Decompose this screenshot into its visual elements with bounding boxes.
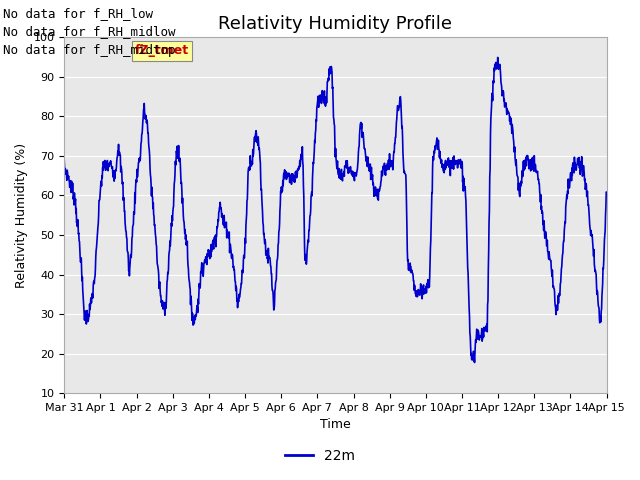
Text: No data for f_RH_low: No data for f_RH_low: [3, 7, 153, 20]
Legend: 22m: 22m: [280, 443, 360, 468]
X-axis label: Time: Time: [320, 419, 351, 432]
Title: Relativity Humidity Profile: Relativity Humidity Profile: [218, 15, 452, 33]
Y-axis label: Relativity Humidity (%): Relativity Humidity (%): [15, 143, 28, 288]
Text: fZ_tmet: fZ_tmet: [135, 45, 189, 58]
Text: No data for f_RH_midtop: No data for f_RH_midtop: [3, 44, 176, 57]
Text: No data for f_RH_midlow: No data for f_RH_midlow: [3, 25, 176, 38]
